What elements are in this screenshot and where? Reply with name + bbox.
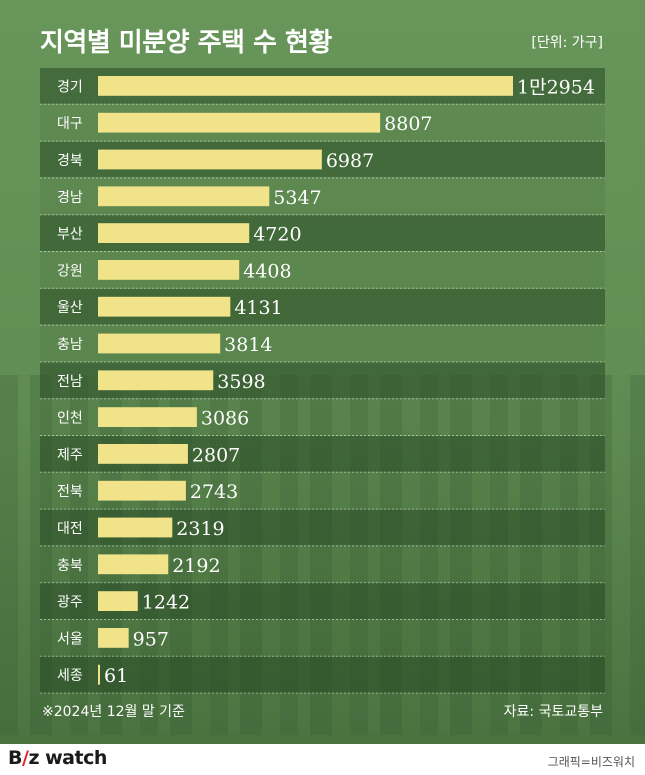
category-label: 부산 <box>57 227 83 243</box>
footnote: ※2024년 12월 말 기준 <box>42 704 185 720</box>
value-label: 6987 <box>326 150 374 172</box>
bar-chart: 경기 1만2954 대구 8807 경북 6987 경남 5347 부산 4720 강원 4408 울산… <box>40 68 605 694</box>
value-label: 3814 <box>224 334 272 356</box>
unit-label: [단위: 가구] <box>531 35 603 51</box>
footer-bar: B/z watch 그래픽=비즈워치 <box>0 744 645 775</box>
category-label: 세종 <box>57 668 83 684</box>
value-label: 8807 <box>384 113 432 135</box>
category-label: 경북 <box>57 153 83 169</box>
category-label: 서울 <box>57 631 83 647</box>
bar <box>98 664 100 685</box>
value-label: 4131 <box>234 297 282 319</box>
bar <box>98 480 186 501</box>
bar <box>98 370 214 391</box>
category-label: 광주 <box>57 595 83 611</box>
category-label: 전북 <box>57 484 83 500</box>
bar <box>98 407 197 427</box>
bar <box>98 444 188 464</box>
bizwatch-logo: B/z watch <box>8 747 107 769</box>
category-label: 충남 <box>57 337 83 353</box>
value-label: 3086 <box>201 408 249 430</box>
category-label: 대전 <box>57 521 83 537</box>
bar <box>98 76 513 96</box>
value-label: 2192 <box>172 555 220 577</box>
bar <box>98 296 231 317</box>
bar <box>98 149 322 170</box>
bar <box>98 186 270 207</box>
chart-title: 지역별 미분양 주택 수 현황 <box>40 28 332 58</box>
category-label: 대구 <box>57 116 83 132</box>
row-background <box>40 656 605 693</box>
row-background <box>40 620 605 656</box>
value-label: 1만2954 <box>517 76 595 98</box>
value-label: 5347 <box>273 187 321 209</box>
value-label: 2743 <box>190 481 238 503</box>
category-label: 전남 <box>57 374 83 390</box>
bar <box>98 333 221 354</box>
graphic-credit: 그래픽=비즈워치 <box>547 755 635 769</box>
value-label: 2807 <box>192 444 240 466</box>
value-label: 3598 <box>217 371 265 393</box>
category-label: 경기 <box>57 79 83 95</box>
value-label: 4408 <box>243 260 291 282</box>
category-label: 강원 <box>57 263 83 279</box>
bar <box>98 112 381 133</box>
value-label: 4720 <box>253 224 301 246</box>
category-label: 제주 <box>57 447 83 463</box>
category-label: 인천 <box>57 411 83 427</box>
category-label: 충북 <box>57 558 83 574</box>
category-label: 울산 <box>57 300 83 316</box>
category-label: 경남 <box>57 190 83 206</box>
source-label: 자료: 국토교통부 <box>503 704 603 720</box>
value-label: 1242 <box>142 592 190 614</box>
bar <box>98 517 173 538</box>
bar <box>98 554 169 575</box>
value-label: 2319 <box>176 518 224 540</box>
bar <box>98 260 240 280</box>
bar <box>98 628 129 648</box>
bar <box>98 223 250 243</box>
bar <box>98 591 138 611</box>
value-label: 957 <box>133 628 169 650</box>
value-label: 61 <box>104 665 128 687</box>
